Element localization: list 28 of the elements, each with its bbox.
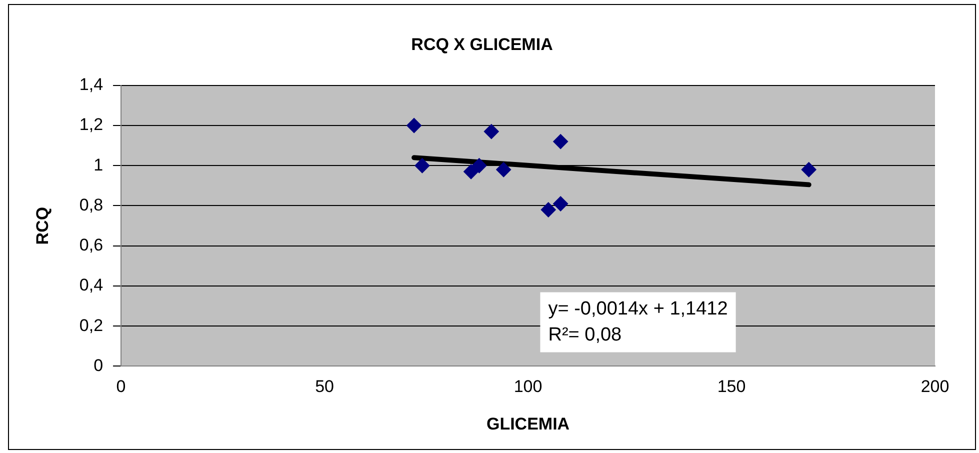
y-axis-title: RCQ [32,206,52,245]
point [464,164,479,180]
y-tick-label: 0,4 [79,276,104,295]
x-axis-title: GLICEMIA [486,414,570,434]
annotation: y= -0,0014x + 1,1412 [548,298,728,320]
y-tick-label: 1,4 [79,75,104,94]
y-tick-label: 1,2 [79,115,104,134]
y-tick-label: 0 [94,356,104,375]
point [496,162,512,178]
y-tick-label: 0,6 [79,236,104,255]
point [553,134,568,150]
point [801,162,816,178]
x-tick-label: 50 [315,377,334,396]
point [406,118,422,134]
point [414,158,430,174]
y-tick-label: 1 [94,155,104,174]
x-tick-label: 100 [514,377,542,396]
chart-title: RCQ X GLICEMIA [411,34,553,54]
point [540,202,556,218]
point [472,158,487,174]
point [553,196,568,212]
y-tick-label: 0,2 [79,316,104,335]
y-tick-label: 0,8 [79,195,104,214]
x-tick-label: 0 [116,377,126,396]
point [484,124,499,140]
x-tick-label: 150 [717,377,746,396]
annotation: R²= 0,08 [548,324,622,346]
x-tick-label: 200 [920,377,950,396]
